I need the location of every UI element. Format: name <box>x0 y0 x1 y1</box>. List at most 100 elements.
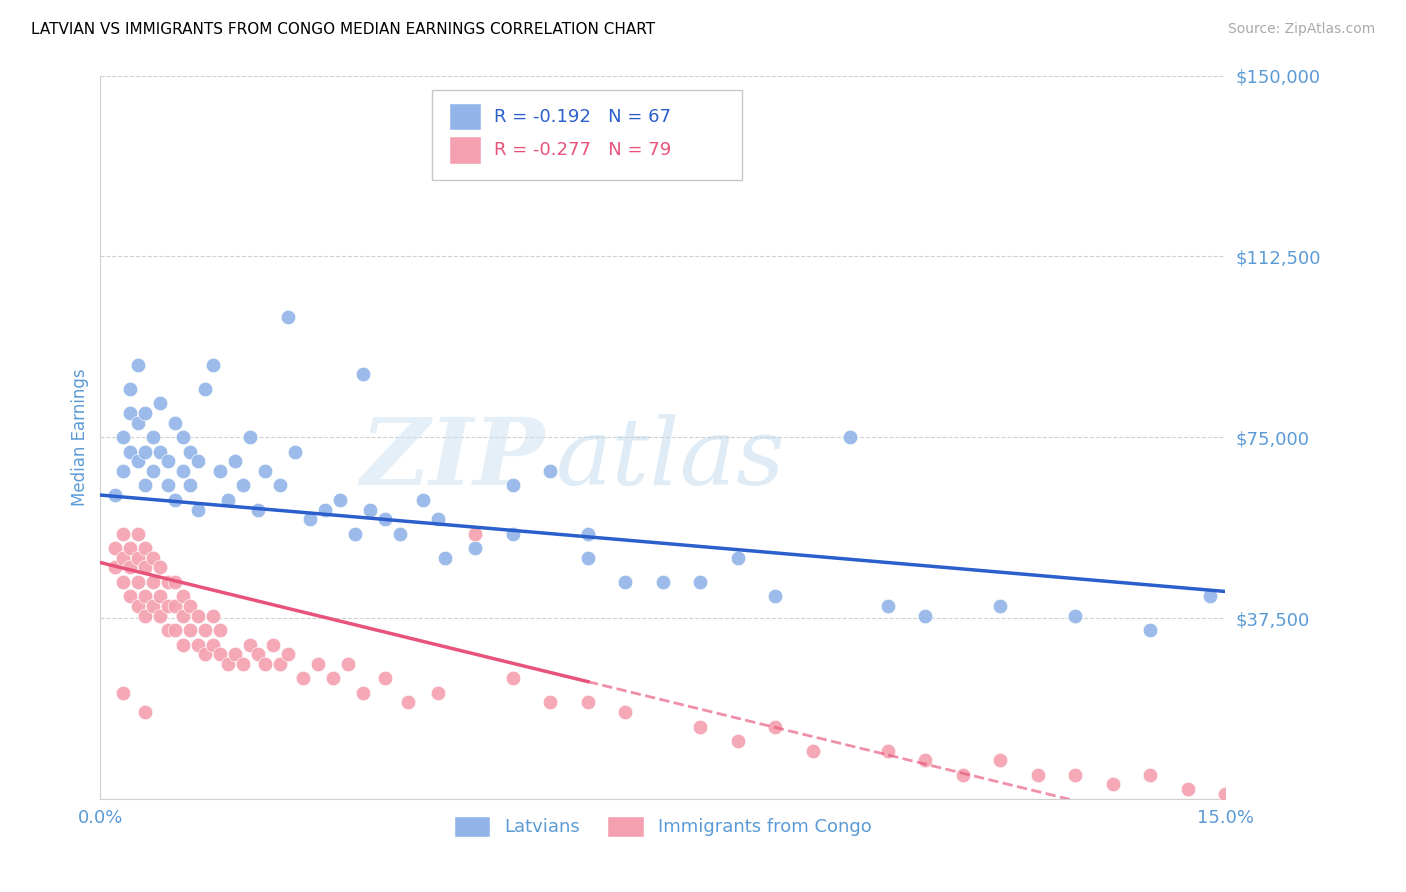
Point <box>246 502 269 516</box>
Text: Source: ZipAtlas.com: Source: ZipAtlas.com <box>1227 22 1375 37</box>
Point <box>344 526 367 541</box>
Point <box>336 657 359 671</box>
Point <box>765 719 787 733</box>
Point <box>156 574 179 589</box>
Point <box>502 671 524 685</box>
Point <box>120 382 142 396</box>
Point <box>217 657 239 671</box>
Point <box>464 526 486 541</box>
Point <box>156 599 179 613</box>
Point <box>839 430 862 444</box>
Point <box>291 671 314 685</box>
Point <box>134 444 156 458</box>
Point <box>104 560 127 574</box>
Point <box>187 638 209 652</box>
Point <box>187 454 209 468</box>
Point <box>127 526 149 541</box>
Point <box>156 478 179 492</box>
Point <box>111 526 134 541</box>
Point <box>801 743 824 757</box>
Point <box>254 657 277 671</box>
Point <box>209 464 232 478</box>
Point <box>149 396 172 410</box>
Point <box>134 608 156 623</box>
Legend: Latvians, Immigrants from Congo: Latvians, Immigrants from Congo <box>447 809 879 844</box>
Point <box>396 695 419 709</box>
Point <box>134 590 156 604</box>
Point <box>142 464 165 478</box>
Point <box>1177 782 1199 797</box>
Point <box>165 574 187 589</box>
Point <box>239 638 262 652</box>
Point <box>142 574 165 589</box>
Point <box>239 430 262 444</box>
Point <box>322 671 344 685</box>
Point <box>172 638 194 652</box>
Point <box>179 444 201 458</box>
Point <box>1139 623 1161 637</box>
Point <box>877 599 900 613</box>
Point <box>269 478 291 492</box>
Point <box>232 478 254 492</box>
Point <box>277 647 299 661</box>
Point <box>194 623 217 637</box>
Point <box>1026 768 1049 782</box>
Point <box>149 560 172 574</box>
Point <box>172 464 194 478</box>
FancyBboxPatch shape <box>432 90 742 180</box>
Text: LATVIAN VS IMMIGRANTS FROM CONGO MEDIAN EARNINGS CORRELATION CHART: LATVIAN VS IMMIGRANTS FROM CONGO MEDIAN … <box>31 22 655 37</box>
Point <box>104 541 127 555</box>
Point <box>134 705 156 719</box>
Point <box>104 488 127 502</box>
Point <box>194 382 217 396</box>
Point <box>877 743 900 757</box>
Point <box>426 686 449 700</box>
Point <box>209 623 232 637</box>
Point <box>201 608 224 623</box>
Point <box>284 444 307 458</box>
Point <box>352 368 374 382</box>
Point <box>179 623 201 637</box>
Point <box>149 590 172 604</box>
Point <box>172 590 194 604</box>
Point <box>232 657 254 671</box>
Point <box>134 560 156 574</box>
Point <box>201 358 224 372</box>
Point <box>149 608 172 623</box>
Point <box>111 686 134 700</box>
Point <box>224 647 246 661</box>
Point <box>765 590 787 604</box>
Point <box>538 464 561 478</box>
Point <box>1215 787 1237 801</box>
Point <box>952 768 974 782</box>
Point <box>689 719 711 733</box>
Point <box>990 599 1012 613</box>
Point <box>201 638 224 652</box>
Point <box>914 608 936 623</box>
Point <box>269 657 291 671</box>
Point <box>120 560 142 574</box>
Point <box>179 599 201 613</box>
Point <box>111 430 134 444</box>
Point <box>990 753 1012 767</box>
Point <box>156 454 179 468</box>
Point <box>1102 777 1125 791</box>
Point <box>1064 608 1087 623</box>
Point <box>224 454 246 468</box>
Point <box>209 647 232 661</box>
Point <box>329 492 352 507</box>
Point <box>576 695 599 709</box>
Point <box>120 541 142 555</box>
Point <box>1199 590 1222 604</box>
Point <box>120 444 142 458</box>
Point <box>502 478 524 492</box>
Point <box>111 550 134 565</box>
Point <box>142 599 165 613</box>
Point <box>374 671 396 685</box>
Y-axis label: Median Earnings: Median Earnings <box>72 368 89 506</box>
Point <box>165 599 187 613</box>
Point <box>246 647 269 661</box>
Point <box>359 502 381 516</box>
Point <box>187 608 209 623</box>
Text: ZIP: ZIP <box>360 414 544 504</box>
